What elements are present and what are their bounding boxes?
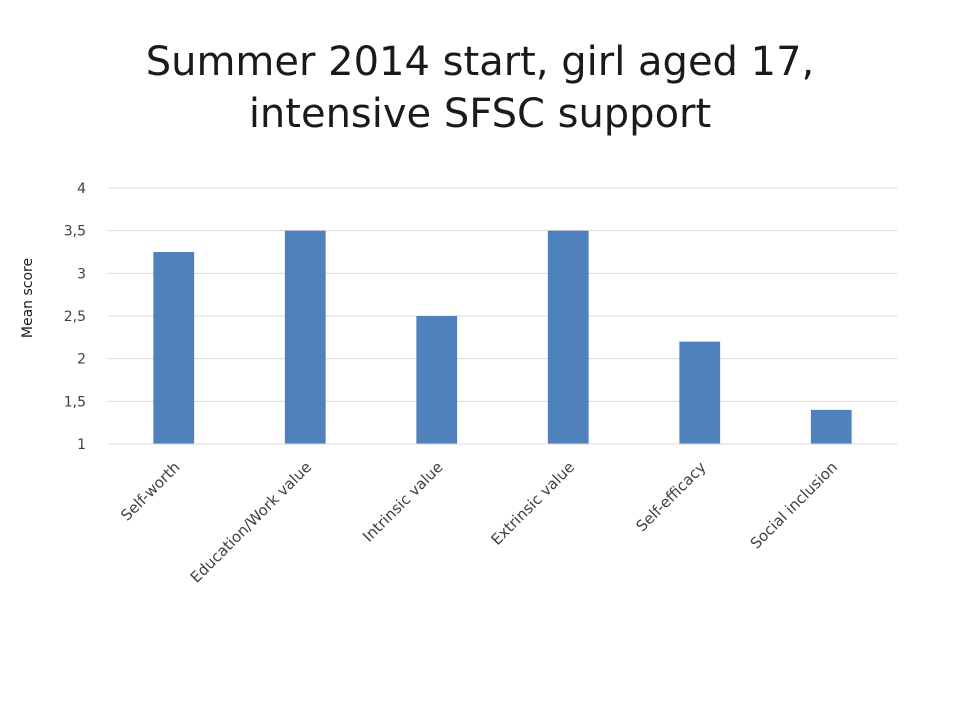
- bar: [284, 230, 326, 444]
- y-tick-label: 3,5: [64, 224, 86, 240]
- y-tick-label: 1,5: [64, 394, 86, 410]
- y-tick-label: 2: [77, 352, 86, 368]
- x-axis-labels: Self-worth Education/Work value Intrinsic …: [117, 458, 841, 586]
- y-tick-label: 2,5: [64, 309, 86, 325]
- chart-title-line-2: intensive SFSC support: [248, 91, 712, 137]
- bar: [547, 230, 589, 444]
- y-axis-title: Mean score: [20, 258, 36, 338]
- x-tick-label: Social inclusion: [747, 458, 841, 552]
- x-tick-label: Intrinsic value: [359, 458, 446, 545]
- bars: [153, 230, 852, 444]
- chart-title-line-1: Summer 2014 start, girl aged 17,: [145, 39, 815, 85]
- bar: [416, 316, 458, 444]
- x-tick-label: Self-efficacy: [632, 458, 709, 535]
- bar: [679, 341, 721, 444]
- chart-title: Summer 2014 start, girl aged 17, intensi…: [0, 36, 960, 140]
- gridlines: [108, 187, 897, 445]
- y-tick-label: 3: [77, 266, 86, 282]
- y-tick-label: 1: [77, 437, 86, 453]
- bar: [810, 409, 852, 444]
- bar: [153, 252, 195, 444]
- y-axis-ticks: 1 1,5 2 2,5 3 3,5 4: [64, 181, 86, 453]
- x-tick-label: Self-worth: [117, 458, 183, 524]
- y-tick-label: 4: [77, 181, 86, 197]
- x-tick-label: Extrinsic value: [488, 458, 579, 549]
- x-tick-label: Education/Work value: [187, 458, 315, 586]
